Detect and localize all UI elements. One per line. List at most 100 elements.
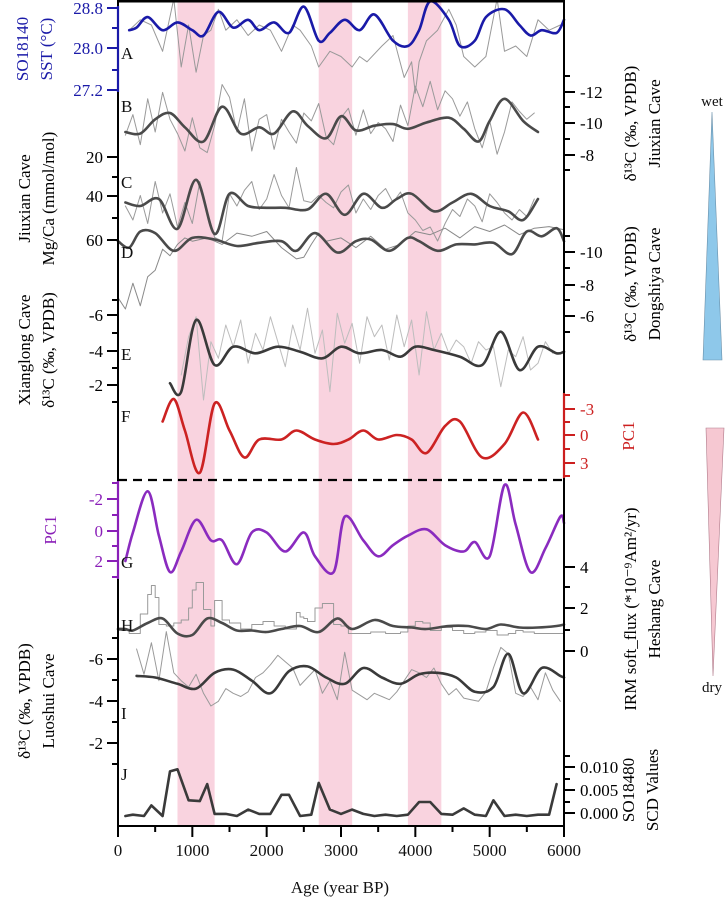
panel-e: E xyxy=(121,307,566,401)
y-tick-label: 27.2 xyxy=(73,81,103,100)
y-tick-label: 28.0 xyxy=(73,39,103,58)
y-axis-title-c: Mg/Ca (mmol/mol) xyxy=(39,132,58,266)
y-tick-label: -12 xyxy=(580,83,603,102)
y-tick-label: 4 xyxy=(580,558,589,577)
y-tick-label: 2 xyxy=(95,552,104,571)
y-tick-label: 0.005 xyxy=(580,781,618,800)
panel-j: J xyxy=(121,765,558,818)
series-d-smoothed xyxy=(116,226,566,256)
y-tick-label: -2 xyxy=(89,376,103,395)
y-tick-label: 20 xyxy=(86,148,103,167)
y-axis-d: -10 -8 -6 δ¹³C (‰, VPDB) Dongshiya Cave xyxy=(564,226,664,342)
y-tick-label: 2 xyxy=(580,599,589,618)
series-f-smoothed xyxy=(161,397,540,475)
y-axis-a: 28.8 28.0 27.2 SO18140 SST (°C) xyxy=(13,0,120,100)
y-axis-title-b: δ¹³C (‰, VPDB) xyxy=(621,66,640,182)
x-tick-label: 4000 xyxy=(398,841,432,860)
series-h-raw xyxy=(117,582,565,636)
series-e-smoothed xyxy=(168,318,566,397)
y-axis-e: -6 -4 -2 Xianglong Cave δ¹³C (‰, VPDB) xyxy=(15,292,118,408)
panel-label-c: C xyxy=(121,173,132,192)
panel-i: I xyxy=(121,631,566,723)
y-tick-label: 28.8 xyxy=(73,0,103,18)
wet-dry-scale: wet dry xyxy=(701,94,725,696)
panel-d: D xyxy=(116,224,566,310)
panel-g: G xyxy=(121,483,566,575)
y-tick-label: -4 xyxy=(89,692,104,711)
panel-label-h: H xyxy=(121,616,133,635)
panel-label-j: J xyxy=(121,765,128,784)
panel-label-d: D xyxy=(121,243,133,262)
y-axis-g: -2 0 2 PC1 xyxy=(41,481,120,579)
panel-h: H xyxy=(116,582,566,638)
shaded-interval-3 xyxy=(407,0,442,826)
y-tick-label: -6 xyxy=(580,307,594,326)
panel-label-f: F xyxy=(121,407,130,426)
series-e-raw xyxy=(180,307,554,401)
panel-label-a: A xyxy=(121,44,134,63)
y-tick-label: 3 xyxy=(580,454,589,473)
y-tick-label: 0 xyxy=(580,426,589,445)
y-axis-title-j: SO18480 xyxy=(619,758,638,822)
series-g-smoothed xyxy=(124,483,566,575)
y-tick-label: -8 xyxy=(580,146,594,165)
y-tick-label: 40 xyxy=(86,187,103,206)
y-axis-title-c: Jiuxian Cave xyxy=(15,154,34,242)
series-c-smoothed xyxy=(124,178,540,236)
x-tick-label: 2000 xyxy=(250,841,284,860)
x-tick-label: 5000 xyxy=(473,841,507,860)
panel-b: B xyxy=(121,80,540,155)
series-d-raw xyxy=(117,224,565,310)
y-axis-title-d: δ¹³C (‰, VPDB) xyxy=(621,226,640,342)
series-h-smoothed xyxy=(116,616,566,638)
y-tick-label: -4 xyxy=(89,342,104,361)
panel-label-g: G xyxy=(121,553,133,572)
y-tick-label: -8 xyxy=(580,276,594,295)
y-axis-title-i: Luoshui Cave xyxy=(39,654,58,749)
y-axis-title-h: Heshang Cave xyxy=(645,560,664,659)
y-axis-j: 0.010 0.005 0.000 SO18480 SCD Values xyxy=(564,749,662,831)
y-axis-title-b: Jiuxian Cave xyxy=(645,79,664,167)
series-a-raw xyxy=(128,0,561,94)
wet-wedge xyxy=(702,111,723,361)
y-axis-title-h: IRM soft_flux (*10⁻⁹Am²/yr) xyxy=(621,507,640,710)
y-axis-f: -3 0 3 PC1 xyxy=(562,393,638,478)
y-tick-label: 60 xyxy=(86,231,103,250)
panel-label-i: I xyxy=(121,704,127,723)
y-tick-label: 0.000 xyxy=(580,804,618,823)
y-axis-title-a: SO18140 xyxy=(13,17,32,81)
y-tick-label: -10 xyxy=(580,243,603,262)
y-axis-title-g: PC1 xyxy=(41,515,60,544)
wet-label: wet xyxy=(701,94,723,110)
y-axis-h: 4 2 0 IRM soft_flux (*10⁻⁹Am²/yr) Heshang Ca… xyxy=(564,507,664,711)
series-i-raw xyxy=(136,631,561,707)
dry-label: dry xyxy=(702,680,722,696)
y-axis-title-i: δ¹³C (‰, VPDB) xyxy=(15,643,34,759)
panel-label-e: E xyxy=(121,345,131,364)
y-tick-label: 0.010 xyxy=(580,758,618,777)
y-axis-i: -6 -4 -2 δ¹³C (‰, VPDB) Luoshui Cave xyxy=(15,637,118,765)
y-tick-label: -3 xyxy=(580,400,594,419)
y-axis-title-d: Dongshiya Cave xyxy=(645,228,664,341)
x-tick-label: 6000 xyxy=(547,841,581,860)
y-tick-label: 0 xyxy=(580,642,589,661)
y-tick-label: -6 xyxy=(89,650,103,669)
y-tick-label: -2 xyxy=(89,490,103,509)
panel-a: A xyxy=(121,0,566,94)
x-tick-label: 1000 xyxy=(175,841,209,860)
y-tick-label: -10 xyxy=(580,114,603,133)
panel-f: F xyxy=(121,397,540,475)
series-c-raw xyxy=(124,167,535,242)
series-layer: A B C D E F G H I J xyxy=(116,0,566,818)
y-axis-c: 20 40 60 Jiuxian Cave Mg/Ca (mmol/mol) xyxy=(15,132,118,266)
x-axis-title: Age (year BP) xyxy=(291,878,389,897)
series-b-raw xyxy=(124,80,535,155)
y-axis-title-j: SCD Values xyxy=(643,749,662,831)
x-tick-label: 3000 xyxy=(324,841,358,860)
y-axis-title-f: PC1 xyxy=(619,421,638,450)
y-tick-label: -2 xyxy=(89,734,103,753)
y-axis-title-e: δ¹³C (‰, VPDB) xyxy=(39,292,58,408)
dry-wedge xyxy=(705,427,725,677)
x-axis: 0 1000 2000 3000 4000 5000 6000 xyxy=(114,826,581,860)
